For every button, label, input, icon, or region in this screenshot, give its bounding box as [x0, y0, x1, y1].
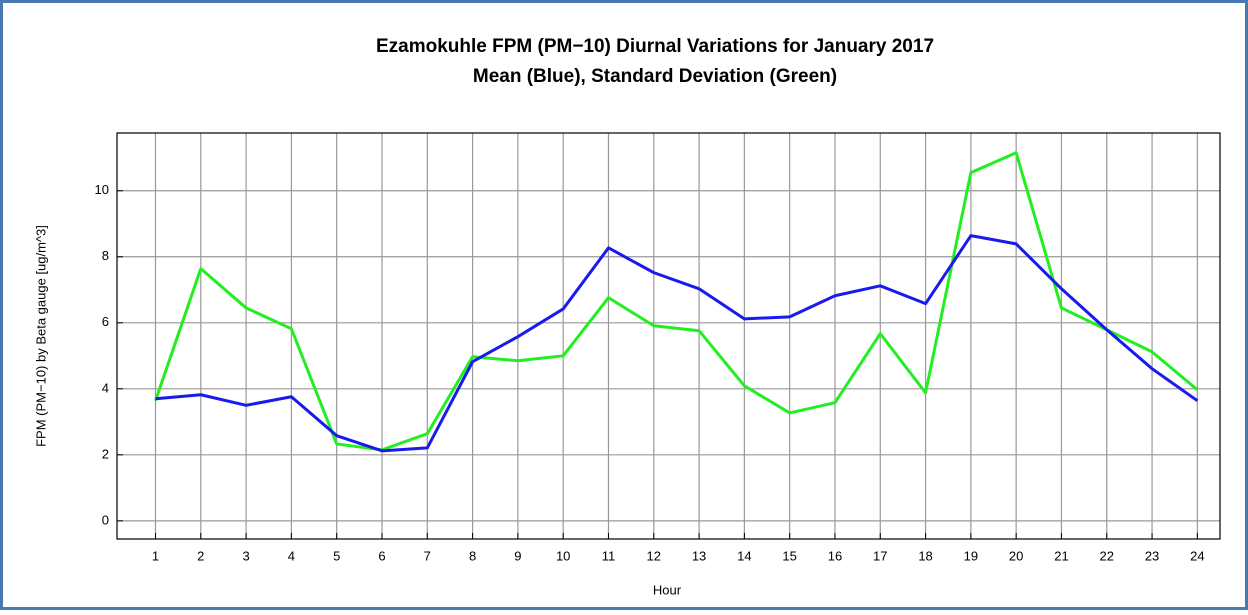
x-tick-label: 19 — [964, 548, 978, 563]
x-tick-label: 5 — [333, 548, 340, 563]
line-series — [155, 234, 1199, 453]
x-tick-label: 10 — [556, 548, 570, 563]
y-tick-label: 4 — [102, 380, 109, 395]
x-tick-label: 12 — [647, 548, 661, 563]
x-tick-label: 16 — [828, 548, 842, 563]
plot-area — [117, 133, 1220, 539]
x-tick-label: 9 — [514, 548, 521, 563]
chart-title: Ezamokuhle FPM (PM−10) Diurnal Variation… — [376, 36, 934, 57]
x-tick-label: 8 — [469, 548, 476, 563]
y-tick-label: 10 — [95, 182, 109, 197]
plot-border — [116, 132, 1221, 540]
x-tick-label: 15 — [782, 548, 796, 563]
x-tick-label: 1 — [152, 548, 159, 563]
y-tick-label: 0 — [102, 512, 109, 527]
x-tick-label: 6 — [378, 548, 385, 563]
x-tick-label: 20 — [1009, 548, 1023, 563]
y-tick-label: 8 — [102, 248, 109, 263]
x-tick-label: 7 — [424, 548, 431, 563]
x-tick-label: 24 — [1190, 548, 1204, 563]
x-tick-label: 3 — [242, 548, 249, 563]
y-axis-label: FPM (PM−10) by Beta gauge [ug/m^3] — [33, 225, 48, 447]
x-tick-label: 18 — [918, 548, 932, 563]
x-tick-label: 11 — [602, 548, 616, 563]
x-tick-label: 13 — [692, 548, 706, 563]
x-tick-label: 22 — [1100, 548, 1114, 563]
chart-subtitle: Mean (Blue), Standard Deviation (Green) — [473, 66, 837, 87]
x-tick-label: 17 — [873, 548, 887, 563]
x-tick-label: 23 — [1145, 548, 1159, 563]
x-tick-label: 21 — [1054, 548, 1068, 563]
y-tick-label: 2 — [102, 446, 109, 461]
x-tick-label: 4 — [288, 548, 295, 563]
y-tick-label: 6 — [102, 314, 109, 329]
x-tick-label: 14 — [737, 548, 751, 563]
x-tick-label: 2 — [197, 548, 204, 563]
line-series — [154, 151, 1199, 452]
x-axis-label: Hour — [653, 582, 682, 597]
